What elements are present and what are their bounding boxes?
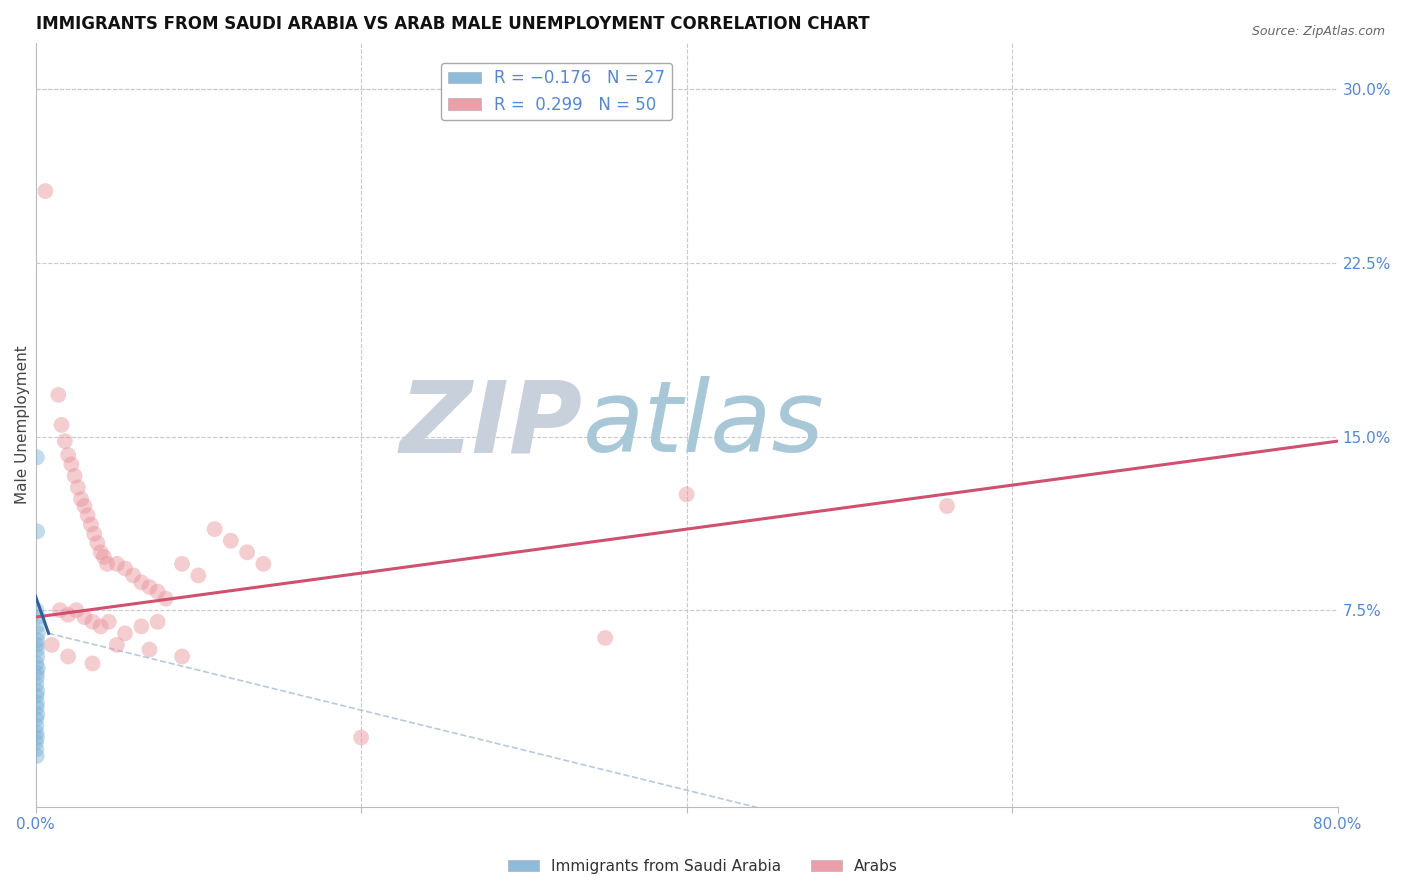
Point — [90, 545, 112, 559]
Point — [53, 434, 76, 449]
Point — [34, 184, 56, 198]
Point — [25, 677, 48, 691]
Point — [25, 749, 48, 764]
Point — [25, 450, 48, 465]
Point — [25, 712, 48, 726]
Point — [252, 557, 274, 571]
Point — [27, 626, 49, 640]
Text: atlas: atlas — [582, 376, 824, 474]
Point — [73, 610, 96, 624]
Point — [25, 665, 48, 680]
Point — [27, 661, 49, 675]
Point — [80, 517, 103, 532]
Point — [25, 657, 48, 671]
Point — [114, 561, 136, 575]
Point — [25, 696, 48, 710]
Point — [350, 731, 373, 745]
Point — [27, 707, 49, 722]
Point — [138, 642, 160, 657]
Point — [41, 638, 63, 652]
Point — [51, 417, 73, 432]
Point — [146, 615, 169, 629]
Point — [155, 591, 177, 606]
Point — [25, 619, 48, 633]
Point — [236, 545, 259, 559]
Text: IMMIGRANTS FROM SAUDI ARABIA VS ARAB MALE UNEMPLOYMENT CORRELATION CHART: IMMIGRANTS FROM SAUDI ARABIA VS ARAB MAL… — [35, 15, 869, 33]
Point — [73, 499, 96, 513]
Legend: Immigrants from Saudi Arabia, Arabs: Immigrants from Saudi Arabia, Arabs — [502, 853, 904, 880]
Point — [105, 557, 128, 571]
Point — [114, 626, 136, 640]
Legend: R = −0.176   N = 27, R =  0.299   N = 50: R = −0.176 N = 27, R = 0.299 N = 50 — [441, 62, 672, 120]
Point — [82, 615, 104, 629]
Point — [76, 508, 98, 523]
Point — [25, 735, 48, 749]
Point — [63, 468, 86, 483]
Point — [25, 684, 48, 698]
Point — [56, 448, 79, 462]
Point — [25, 603, 48, 617]
Point — [25, 638, 48, 652]
Point — [219, 533, 242, 548]
Point — [82, 657, 104, 671]
Point — [25, 700, 48, 714]
Text: ZIP: ZIP — [399, 376, 582, 474]
Point — [170, 649, 193, 664]
Point — [25, 731, 48, 745]
Text: Source: ZipAtlas.com: Source: ZipAtlas.com — [1251, 25, 1385, 38]
Point — [187, 568, 209, 582]
Point — [56, 607, 79, 622]
Point — [27, 610, 49, 624]
Point — [25, 726, 48, 740]
Point — [25, 642, 48, 657]
Point — [90, 619, 112, 633]
Point — [131, 619, 153, 633]
Point — [25, 742, 48, 756]
Point — [25, 719, 48, 733]
Point — [60, 458, 83, 472]
Point — [70, 491, 93, 506]
Point — [96, 557, 118, 571]
Point — [46, 388, 69, 402]
Point — [204, 522, 226, 536]
Point — [170, 557, 193, 571]
Y-axis label: Male Unemployment: Male Unemployment — [15, 345, 30, 504]
Point — [27, 649, 49, 664]
Point — [86, 536, 108, 550]
Point — [25, 689, 48, 703]
Point — [93, 549, 115, 564]
Point — [122, 568, 145, 582]
Point — [56, 649, 79, 664]
Point — [105, 638, 128, 652]
Point — [593, 631, 616, 645]
Point — [66, 480, 89, 494]
Point — [25, 670, 48, 684]
Point — [25, 524, 48, 539]
Point — [97, 615, 120, 629]
Point — [25, 633, 48, 648]
Point — [675, 487, 697, 501]
Point — [65, 603, 87, 617]
Point — [138, 580, 160, 594]
Point — [131, 575, 153, 590]
Point — [936, 499, 959, 513]
Point — [83, 526, 105, 541]
Point — [146, 584, 169, 599]
Point — [49, 603, 72, 617]
